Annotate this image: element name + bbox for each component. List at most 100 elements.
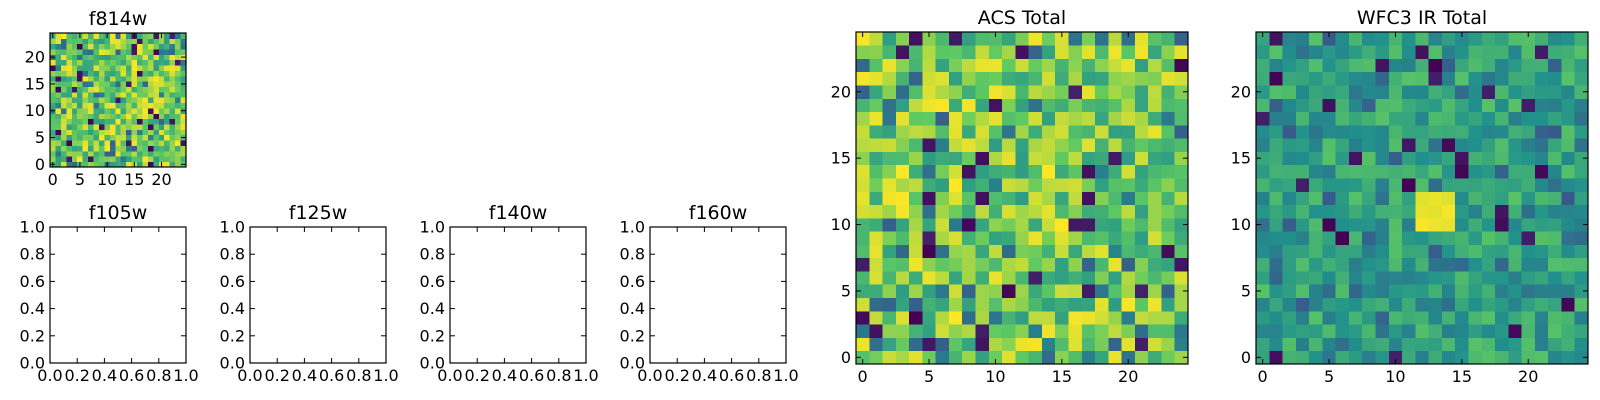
heatmap-cell: [175, 97, 181, 104]
heatmap-cell: [1574, 164, 1589, 179]
heatmap-cell: [1481, 350, 1496, 365]
heatmap-cell: [988, 98, 1003, 113]
heatmap-cell: [1468, 164, 1483, 179]
x-tick-label: 10: [985, 367, 1005, 386]
heatmap-cell: [1095, 231, 1109, 245]
heatmap-cell: [115, 156, 122, 163]
heatmap-cell: [93, 97, 100, 104]
heatmap-cell: [158, 54, 165, 61]
heatmap-cell: [109, 102, 116, 109]
heatmap-cell: [153, 38, 160, 45]
heatmap-cell: [120, 54, 127, 61]
heatmap-cell: [142, 70, 149, 77]
heatmap-cell: [856, 231, 870, 245]
heatmap-cell: [175, 124, 181, 130]
heatmap-cell: [1309, 244, 1323, 259]
heatmap-cell: [71, 65, 78, 71]
heatmap-cell: [1402, 297, 1416, 312]
heatmap-cell: [1335, 98, 1350, 113]
heatmap-cell: [50, 145, 56, 152]
heatmap-cell: [1362, 231, 1376, 245]
heatmap-cell: [1495, 111, 1509, 126]
heatmap-cell: [1388, 85, 1403, 99]
heatmap-cell: [935, 337, 950, 352]
heatmap-cell: [1269, 310, 1283, 325]
heatmap-cell: [1481, 191, 1496, 206]
heatmap-cell: [1295, 98, 1310, 113]
heatmap-cell: [169, 43, 176, 50]
heatmap-cell: [1256, 284, 1270, 298]
heatmap-cell: [1388, 284, 1403, 298]
heatmap-cell: [1148, 271, 1162, 285]
heatmap-cell: [922, 217, 937, 232]
heatmap-cell: [1068, 231, 1083, 245]
heatmap-cell: [895, 217, 910, 232]
heatmap-cell: [1415, 350, 1430, 365]
panel-title: f105w: [89, 202, 148, 224]
heatmap-cell: [1295, 217, 1310, 232]
heatmap-cell: [1295, 324, 1310, 338]
heatmap-cell: [1441, 124, 1456, 139]
heatmap-cell: [137, 49, 143, 55]
heatmap-cell: [1561, 337, 1576, 352]
heatmap-cell: [169, 145, 176, 152]
heatmap-cell: [922, 178, 937, 192]
heatmap-cell: [1495, 217, 1509, 232]
heatmap-cell: [1108, 191, 1122, 206]
heatmap-cell: [1295, 231, 1310, 245]
heatmap-cell: [131, 70, 138, 77]
x-tick-label: 1.0: [373, 366, 398, 385]
heatmap-cell: [1174, 71, 1189, 86]
heatmap-cell: [1121, 204, 1136, 219]
heatmap-cell: [1375, 310, 1390, 325]
heatmap-cell: [1041, 231, 1056, 245]
heatmap-cell: [1455, 98, 1469, 113]
heatmap-cell: [1282, 284, 1297, 298]
heatmap-cell: [1495, 324, 1509, 338]
heatmap-cell: [1002, 71, 1016, 86]
heatmap-cell: [1455, 58, 1469, 73]
heatmap-cell: [1269, 324, 1283, 338]
heatmap-cell: [1041, 98, 1056, 113]
heatmap-cell: [1174, 350, 1189, 365]
heatmap-cell: [1441, 58, 1456, 73]
heatmap-cell: [109, 97, 116, 104]
heatmap-cell: [1108, 58, 1122, 73]
heatmap-cell: [1161, 124, 1176, 139]
heatmap-cell: [962, 350, 976, 365]
heatmap-cell: [1495, 191, 1509, 206]
heatmap-cell: [1095, 164, 1109, 179]
heatmap-cell: [1508, 217, 1522, 232]
heatmap-cell: [856, 58, 870, 73]
heatmap-cell: [1295, 297, 1310, 312]
heatmap-cell: [55, 70, 62, 77]
y-tick-label: 15: [1231, 149, 1251, 168]
heatmap-cell: [1322, 178, 1337, 192]
heatmap-cell: [975, 324, 990, 338]
heatmap-cell: [1148, 151, 1162, 166]
heatmap-cell: [120, 113, 127, 120]
heatmap-cell: [175, 49, 181, 55]
heatmap-cell: [98, 75, 105, 82]
heatmap-cell: [55, 129, 62, 136]
heatmap-cell: [153, 156, 160, 163]
heatmap-cell: [1441, 191, 1456, 206]
heatmap-cell: [50, 43, 56, 50]
heatmap-cell: [1415, 71, 1430, 86]
heatmap-cell: [1415, 257, 1430, 272]
heatmap-cell: [856, 217, 870, 232]
heatmap-cell: [60, 134, 67, 141]
x-tick-label: 10: [97, 170, 117, 189]
heatmap-cell: [50, 70, 56, 77]
heatmap-cell: [126, 129, 132, 136]
heatmap-cell: [66, 70, 73, 77]
heatmap-cell: [882, 164, 897, 179]
heatmap-cell: [180, 102, 187, 109]
heatmap-cell: [1348, 124, 1363, 139]
heatmap-cell: [935, 98, 950, 113]
heatmap-cell: [895, 191, 910, 206]
heatmap-cell: [1161, 257, 1176, 272]
heatmap-cell: [882, 257, 897, 272]
heatmap-cell: [55, 140, 62, 146]
heatmap-cell: [153, 140, 160, 146]
